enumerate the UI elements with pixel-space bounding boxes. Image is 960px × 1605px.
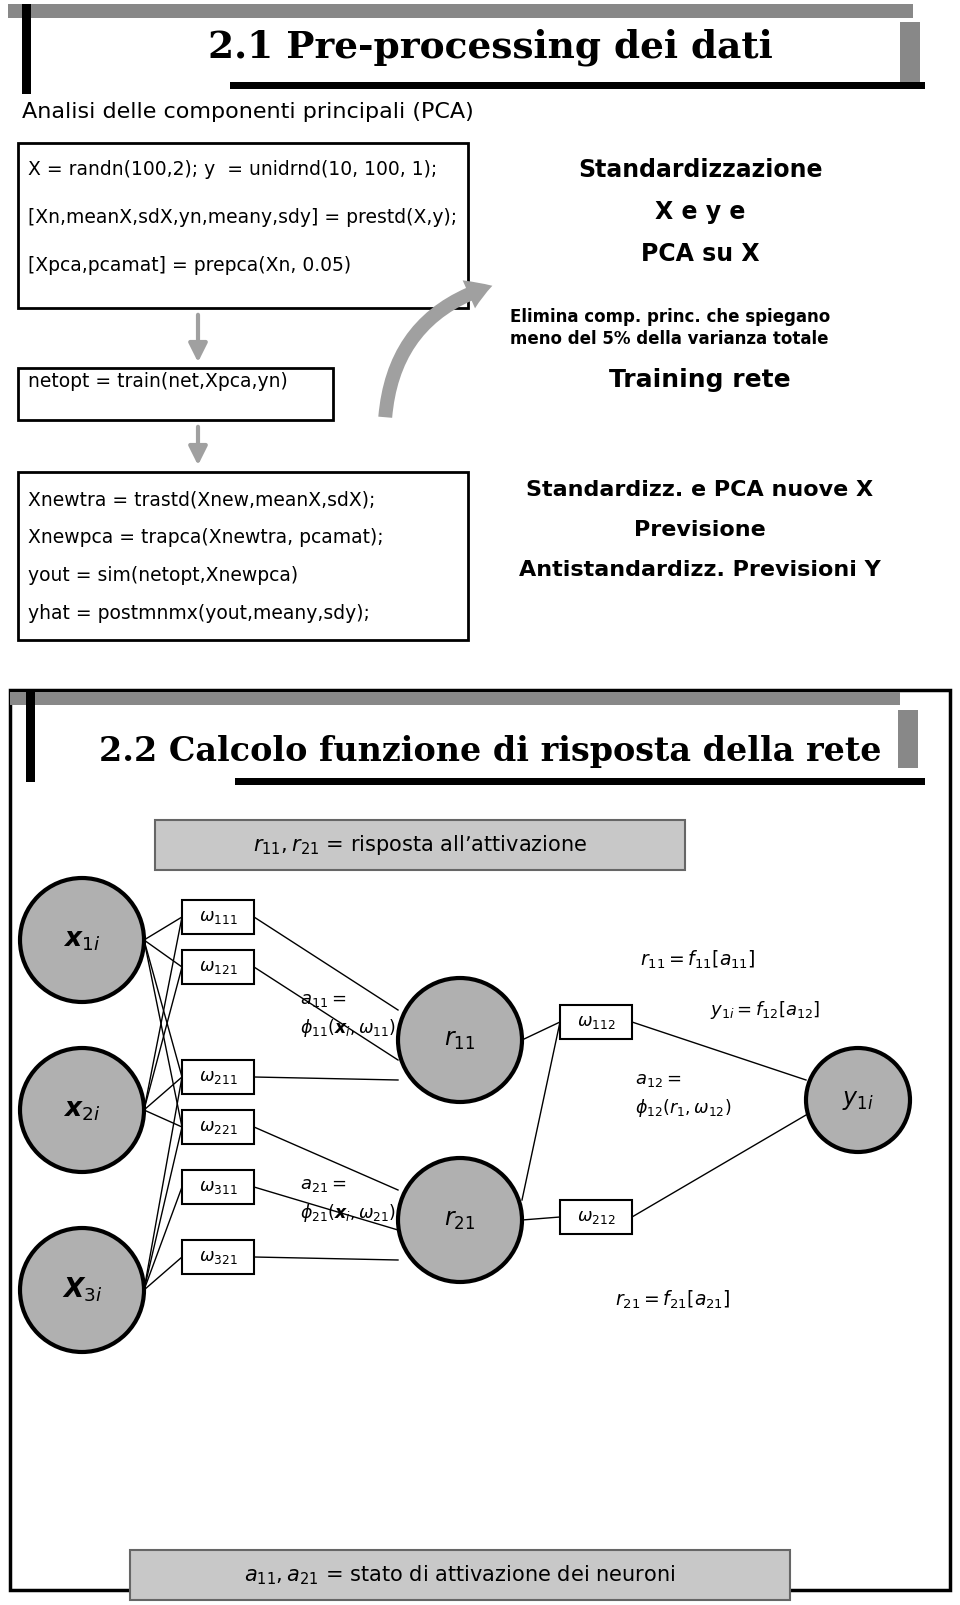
Circle shape bbox=[20, 1048, 144, 1172]
Text: Standardizz. e PCA nuove X: Standardizz. e PCA nuove X bbox=[526, 480, 874, 501]
Bar bbox=[130, 1550, 790, 1600]
Circle shape bbox=[398, 977, 522, 1103]
Text: Standardizzazione: Standardizzazione bbox=[578, 157, 823, 181]
Text: $\boldsymbol{x}_{1i}$: $\boldsymbol{x}_{1i}$ bbox=[63, 928, 101, 953]
Text: $\omega_{211}$: $\omega_{211}$ bbox=[199, 1067, 237, 1087]
Text: meno del 5% della varianza totale: meno del 5% della varianza totale bbox=[510, 331, 828, 348]
Text: $\omega_{321}$: $\omega_{321}$ bbox=[199, 1249, 237, 1266]
Text: $\boldsymbol{x}_{2i}$: $\boldsymbol{x}_{2i}$ bbox=[63, 1096, 101, 1124]
Text: yout = sim(netopt,Xnewpca): yout = sim(netopt,Xnewpca) bbox=[28, 567, 299, 584]
Text: $r_{11}$: $r_{11}$ bbox=[444, 1027, 475, 1051]
Text: $\phi_{21}(\boldsymbol{x}_i,\omega_{21})$: $\phi_{21}(\boldsymbol{x}_i,\omega_{21})… bbox=[300, 1202, 396, 1225]
Circle shape bbox=[20, 878, 144, 1002]
Bar bbox=[8, 3, 913, 18]
Bar bbox=[182, 900, 254, 934]
FancyArrowPatch shape bbox=[378, 281, 492, 417]
Text: $\phi_{11}(\boldsymbol{x}_i,\omega_{11})$: $\phi_{11}(\boldsymbol{x}_i,\omega_{11})… bbox=[300, 1018, 396, 1038]
Bar bbox=[18, 368, 333, 421]
Bar bbox=[10, 690, 950, 1591]
Text: [Xpca,pcamat] = prepca(Xn, 0.05): [Xpca,pcamat] = prepca(Xn, 0.05) bbox=[28, 257, 351, 274]
Bar bbox=[230, 82, 925, 88]
Text: $\omega_{311}$: $\omega_{311}$ bbox=[199, 1178, 237, 1196]
Bar bbox=[10, 692, 900, 705]
Bar bbox=[182, 1111, 254, 1144]
Text: $\omega_{111}$: $\omega_{111}$ bbox=[199, 908, 237, 926]
Bar bbox=[182, 950, 254, 984]
Text: Antistandardizz. Previsioni Y: Antistandardizz. Previsioni Y bbox=[519, 560, 881, 579]
Bar bbox=[898, 709, 918, 769]
Text: $\omega_{121}$: $\omega_{121}$ bbox=[199, 958, 237, 976]
Bar bbox=[182, 1059, 254, 1095]
Text: $r_{11}, r_{21}$ = risposta all’attivazione: $r_{11}, r_{21}$ = risposta all’attivazi… bbox=[252, 833, 588, 857]
Circle shape bbox=[398, 1157, 522, 1282]
Text: $a_{11} =$: $a_{11} =$ bbox=[300, 990, 347, 1010]
Text: netopt = train(net,Xpca,yn): netopt = train(net,Xpca,yn) bbox=[28, 372, 288, 392]
Text: $r_{11}=f_{11}[a_{11}]$: $r_{11}=f_{11}[a_{11}]$ bbox=[640, 949, 756, 971]
Text: 2.1 Pre-processing dei dati: 2.1 Pre-processing dei dati bbox=[207, 29, 773, 66]
Text: Training rete: Training rete bbox=[610, 368, 791, 392]
Bar bbox=[900, 22, 920, 82]
Text: $a_{21} =$: $a_{21} =$ bbox=[300, 1176, 347, 1194]
Text: $y_{1i}$: $y_{1i}$ bbox=[842, 1088, 874, 1112]
Text: yhat = postmnmx(yout,meany,sdy);: yhat = postmnmx(yout,meany,sdy); bbox=[28, 603, 370, 623]
Bar bbox=[182, 1241, 254, 1274]
Text: Xnewpca = trapca(Xnewtra, pcamat);: Xnewpca = trapca(Xnewtra, pcamat); bbox=[28, 528, 384, 547]
Bar bbox=[155, 820, 685, 870]
Text: Analisi delle componenti principali (PCA): Analisi delle componenti principali (PCA… bbox=[22, 103, 473, 122]
Bar bbox=[560, 1005, 632, 1038]
Text: Xnewtra = trastd(Xnew,meanX,sdX);: Xnewtra = trastd(Xnew,meanX,sdX); bbox=[28, 490, 375, 509]
Text: X e y e: X e y e bbox=[655, 201, 745, 225]
Bar bbox=[560, 1201, 632, 1234]
Circle shape bbox=[20, 1228, 144, 1351]
Text: $y_{1i}=f_{12}[a_{12}]$: $y_{1i}=f_{12}[a_{12}]$ bbox=[710, 998, 820, 1021]
Text: $\omega_{212}$: $\omega_{212}$ bbox=[577, 1209, 615, 1226]
Text: PCA su X: PCA su X bbox=[640, 242, 759, 266]
Text: $\boldsymbol{X}_{3i}$: $\boldsymbol{X}_{3i}$ bbox=[61, 1276, 103, 1305]
Bar bbox=[182, 1170, 254, 1204]
Text: [Xn,meanX,sdX,yn,meany,sdy] = prestd(X,y);: [Xn,meanX,sdX,yn,meany,sdy] = prestd(X,y… bbox=[28, 209, 457, 226]
Bar bbox=[235, 778, 925, 785]
Text: X = randn(100,2); y  = unidrnd(10, 100, 1);: X = randn(100,2); y = unidrnd(10, 100, 1… bbox=[28, 160, 437, 180]
Bar bbox=[22, 3, 31, 95]
Text: Elimina comp. princ. che spiegano: Elimina comp. princ. che spiegano bbox=[510, 308, 830, 326]
Bar bbox=[18, 143, 468, 308]
Text: $r_{21}$: $r_{21}$ bbox=[444, 1209, 475, 1233]
Text: $r_{21}=f_{21}[a_{21}]$: $r_{21}=f_{21}[a_{21}]$ bbox=[615, 1289, 731, 1311]
Text: $\phi_{12}(r_1,\omega_{12})$: $\phi_{12}(r_1,\omega_{12})$ bbox=[635, 1096, 732, 1119]
Text: Previsione: Previsione bbox=[635, 520, 766, 539]
Bar bbox=[18, 472, 468, 640]
Text: 2.2 Calcolo funzione di risposta della rete: 2.2 Calcolo funzione di risposta della r… bbox=[99, 735, 881, 767]
Text: $\omega_{112}$: $\omega_{112}$ bbox=[577, 1013, 615, 1030]
Text: $a_{12} =$: $a_{12} =$ bbox=[635, 1071, 682, 1090]
Circle shape bbox=[806, 1048, 910, 1152]
Text: $\omega_{221}$: $\omega_{221}$ bbox=[199, 1119, 237, 1136]
Bar bbox=[26, 692, 35, 782]
Text: $a_{11}, a_{21}$ = stato di attivazione dei neuroni: $a_{11}, a_{21}$ = stato di attivazione … bbox=[245, 1563, 676, 1587]
